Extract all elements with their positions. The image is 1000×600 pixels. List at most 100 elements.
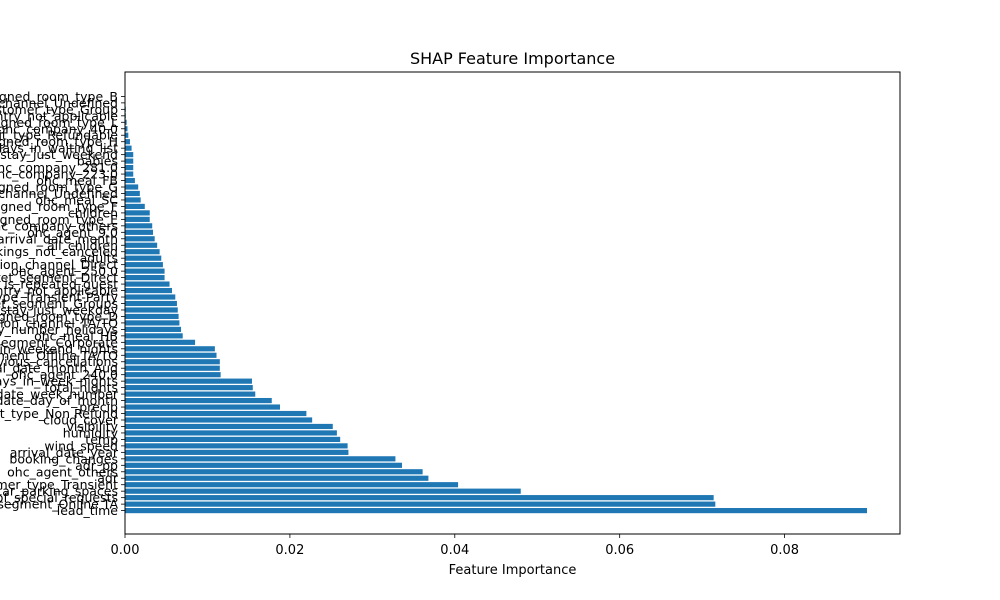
bar — [125, 417, 313, 423]
bar — [125, 346, 215, 352]
bar — [125, 436, 341, 442]
y-tick-label: ohc_agent_240.0 — [11, 367, 118, 382]
y-tick-label: customer_type_Group — [0, 102, 118, 117]
bar — [125, 281, 170, 287]
y-tick-label: all_children — [47, 238, 118, 253]
bar — [125, 216, 150, 222]
bar — [125, 391, 256, 397]
y-tick-label: arrival_date_week_number — [0, 387, 119, 402]
y-tick-label: arrival_date_day_of_month — [0, 393, 118, 408]
y-tick-label: market_segment_Corporate — [0, 335, 118, 350]
y-tick-label: assigned_room_type_H — [0, 134, 118, 149]
bar — [125, 326, 182, 332]
bar — [125, 268, 165, 274]
bar — [125, 158, 134, 164]
y-tick-label: previous_cancellations — [0, 354, 118, 369]
bar — [125, 385, 253, 391]
y-tick-label: humidity — [63, 425, 119, 440]
y-tick-label: adults — [80, 251, 118, 266]
plot-area-frame — [124, 71, 901, 535]
y-tick-label: ohc_agent_250.0 — [11, 264, 118, 279]
x-axis-label: Feature Importance — [449, 563, 577, 578]
y-tick-label: ohc_meal_HB — [34, 328, 118, 343]
bar — [125, 275, 165, 281]
bar — [125, 339, 196, 345]
chart-title: SHAP Feature Importance — [410, 49, 615, 68]
y-tick-label: cloud_cover — [43, 412, 119, 427]
y-tick-label: arrival_date_month_Aug — [0, 361, 118, 376]
x-tick-label: 0.08 — [770, 543, 799, 558]
bar — [125, 456, 396, 462]
bar — [125, 495, 714, 501]
y-tick-label: ohc_company_281.0 — [0, 160, 118, 175]
bar — [125, 352, 217, 358]
y-tick-label: country_not_applicable — [0, 108, 118, 123]
bar — [125, 475, 429, 481]
y-tick-label: ohc_company_40.0 — [0, 121, 118, 136]
y-tick-label: ohc_meal_SC — [35, 192, 118, 207]
y-tick-label: market_segment_Direct — [0, 270, 118, 285]
bar — [125, 333, 183, 339]
bar — [125, 165, 134, 171]
y-tick-label: assigned_room_type_B — [0, 89, 118, 104]
y-tick-label: stay_just_weekday — [0, 302, 118, 317]
x-tick-label: 0.04 — [440, 543, 469, 558]
y-tick-label: assigned_room_type_D — [0, 309, 118, 324]
bar — [125, 469, 423, 475]
y-tick-label: ohc_agent_9.0 — [27, 225, 118, 240]
y-tick-label: distribution_channel_Undefined — [0, 95, 118, 110]
y-tick-label: arrival_date_month — [0, 231, 118, 246]
bar — [125, 229, 154, 235]
bar — [125, 197, 141, 203]
bar — [125, 132, 129, 138]
y-tick-label: lead_time — [57, 503, 119, 518]
y-tick-label: total_nights — [45, 380, 119, 395]
y-tick-label: deposit_type_Non Refund — [0, 406, 118, 421]
bar — [125, 378, 252, 384]
bar — [125, 449, 349, 455]
bar — [125, 126, 128, 132]
bar — [125, 171, 134, 177]
bar — [125, 410, 307, 417]
bar — [125, 152, 134, 158]
y-tick-label: market_segment_Offline TA/TO — [0, 348, 118, 363]
y-tick-label: ohc_agent_others — [7, 464, 118, 479]
bar — [125, 307, 178, 313]
bar — [125, 210, 150, 216]
y-tick-label: total_of_special_requests — [0, 490, 118, 505]
bar — [125, 223, 153, 229]
y-tick-label: visibility — [66, 419, 118, 434]
y-tick-label: is_repeated_guest — [4, 277, 118, 292]
bar — [125, 300, 177, 307]
y-tick-label: babies — [77, 154, 118, 169]
x-tick-label: 0.06 — [605, 543, 634, 558]
y-tick-label: assigned_room_type_L — [0, 115, 118, 130]
bar — [125, 359, 220, 365]
y-tick-label: booking_changes — [9, 451, 118, 466]
y-tick-label: is_holiday_number_holidays — [0, 322, 118, 337]
bar — [125, 294, 176, 300]
bars-group — [125, 106, 868, 514]
bar — [125, 262, 163, 268]
bar — [125, 255, 162, 261]
bar — [125, 184, 139, 190]
bar — [125, 372, 221, 378]
y-tick-label: ohc_company_others — [0, 218, 118, 233]
y-tick-label: stays_in_week_nights — [0, 374, 118, 389]
y-tick-label: stays_in_weekend_nights — [0, 341, 118, 356]
bar — [125, 397, 272, 404]
y-tick-label: assigned_room_type_E — [0, 212, 118, 227]
y-tick-label: customer_type_Transient — [0, 477, 118, 492]
bar — [125, 365, 220, 371]
bar — [125, 508, 868, 514]
y-tick-label: temp — [85, 432, 118, 447]
bar — [125, 145, 132, 151]
y-tick-label: country_not_applicable — [0, 283, 118, 298]
bar — [125, 249, 160, 255]
y-tick-label: market_segment_Groups — [0, 296, 118, 311]
bar — [125, 190, 140, 197]
bar — [125, 236, 155, 242]
y-tick-label: distribution_channel_TA/TO — [0, 315, 118, 330]
y-tick-label: days_in_waiting_list — [0, 141, 118, 156]
